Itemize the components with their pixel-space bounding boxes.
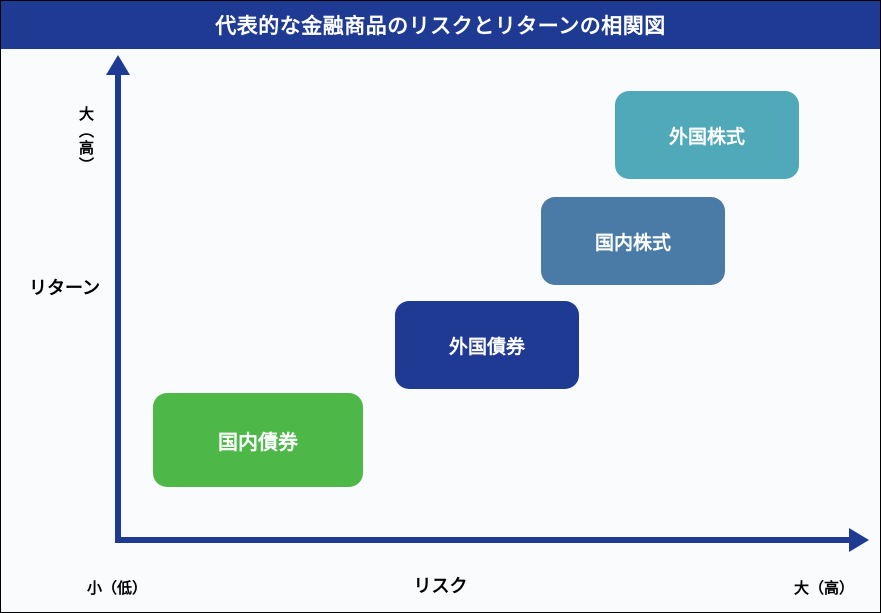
asset-node-2: 国内株式 (541, 197, 725, 285)
y-axis-high-label: 大（高） (75, 106, 96, 174)
asset-node-3: 外国株式 (615, 91, 799, 179)
x-axis-high-label: 大（高） (794, 577, 854, 598)
x-axis-arrowhead-icon (849, 528, 869, 552)
chart-title-bar: 代表的な金融商品のリスクとリターンの相関図 (1, 1, 880, 49)
y-axis-line (115, 67, 121, 537)
chart-container: 代表的な金融商品のリスクとリターンの相関図 リターン 大（高） リスク 小（低）… (0, 0, 881, 613)
y-axis-arrowhead-icon (106, 55, 130, 75)
x-axis-low-label: 小（低） (87, 577, 147, 598)
chart-title: 代表的な金融商品のリスクとリターンの相関図 (215, 10, 665, 40)
asset-node-0: 国内債券 (153, 393, 363, 487)
asset-node-1: 外国債券 (395, 301, 579, 389)
x-axis-line (115, 537, 855, 543)
y-axis-label: リターン (29, 274, 100, 300)
chart-plot-area: リターン 大（高） リスク 小（低） 大（高） 国内債券外国債券国内株式外国株式 (1, 49, 880, 612)
